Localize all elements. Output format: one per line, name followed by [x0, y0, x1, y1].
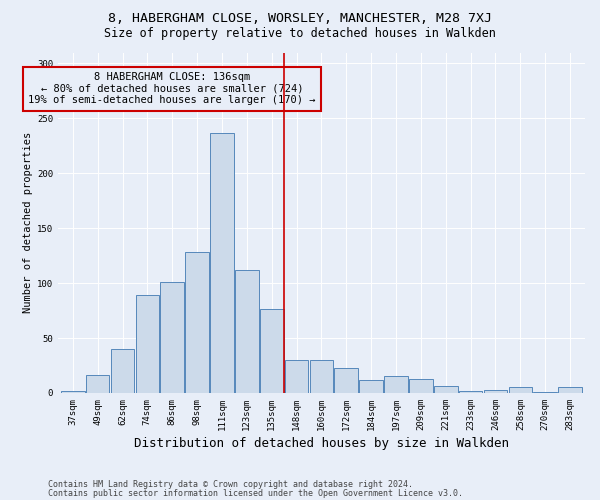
- Text: Contains public sector information licensed under the Open Government Licence v3: Contains public sector information licen…: [48, 488, 463, 498]
- Bar: [160, 282, 184, 393]
- Bar: [61, 390, 85, 393]
- Bar: [110, 349, 134, 393]
- Bar: [359, 380, 383, 393]
- Bar: [459, 390, 482, 393]
- X-axis label: Distribution of detached houses by size in Walkden: Distribution of detached houses by size …: [134, 437, 509, 450]
- Bar: [558, 388, 582, 393]
- Bar: [210, 132, 234, 393]
- Bar: [136, 295, 159, 393]
- Bar: [310, 360, 333, 393]
- Bar: [409, 378, 433, 393]
- Bar: [86, 376, 109, 393]
- Text: 8 HABERGHAM CLOSE: 136sqm
← 80% of detached houses are smaller (724)
19% of semi: 8 HABERGHAM CLOSE: 136sqm ← 80% of detac…: [28, 72, 316, 106]
- Bar: [434, 386, 458, 393]
- Bar: [185, 252, 209, 393]
- Bar: [384, 376, 408, 393]
- Text: Size of property relative to detached houses in Walkden: Size of property relative to detached ho…: [104, 28, 496, 40]
- Text: Contains HM Land Registry data © Crown copyright and database right 2024.: Contains HM Land Registry data © Crown c…: [48, 480, 413, 489]
- Bar: [334, 368, 358, 393]
- Bar: [285, 360, 308, 393]
- Text: 8, HABERGHAM CLOSE, WORSLEY, MANCHESTER, M28 7XJ: 8, HABERGHAM CLOSE, WORSLEY, MANCHESTER,…: [108, 12, 492, 26]
- Bar: [260, 310, 284, 393]
- Bar: [484, 390, 507, 393]
- Bar: [533, 392, 557, 393]
- Bar: [509, 388, 532, 393]
- Y-axis label: Number of detached properties: Number of detached properties: [23, 132, 33, 314]
- Bar: [235, 270, 259, 393]
